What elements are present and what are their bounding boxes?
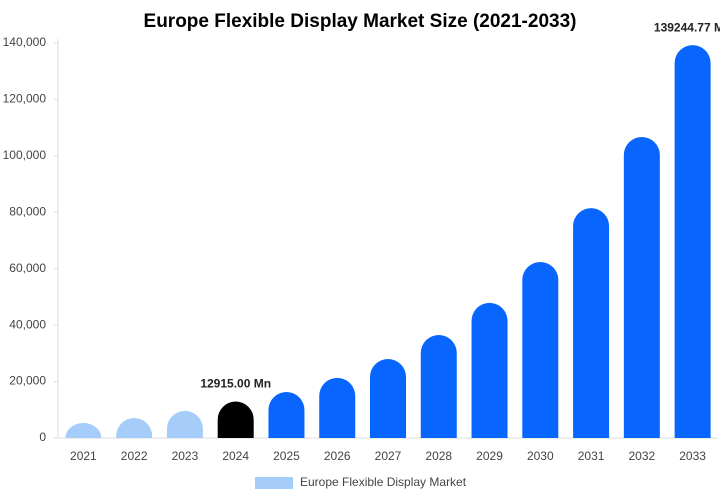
x-tick-label: 2027 bbox=[375, 449, 402, 463]
x-tick-label: 2032 bbox=[628, 449, 655, 463]
y-tick-label: 0 bbox=[39, 430, 46, 444]
x-tick-label: 2023 bbox=[172, 449, 199, 463]
bar bbox=[370, 359, 406, 438]
chart-title: Europe Flexible Display Market Size (202… bbox=[144, 11, 577, 32]
legend-swatch bbox=[255, 477, 293, 489]
y-tick-label: 120,000 bbox=[3, 92, 47, 106]
x-tick-label: 2029 bbox=[476, 449, 503, 463]
bar bbox=[166, 410, 203, 438]
y-tick-label: 140,000 bbox=[3, 35, 47, 49]
bar bbox=[471, 302, 508, 438]
bar bbox=[522, 261, 559, 438]
y-tick-label: 40,000 bbox=[9, 317, 46, 331]
bar bbox=[573, 208, 610, 438]
x-tick-label: 2022 bbox=[121, 449, 148, 463]
bar bbox=[217, 401, 254, 438]
x-tick-label: 2021 bbox=[70, 449, 97, 463]
y-tick-label: 60,000 bbox=[9, 261, 46, 275]
value-label: 139244.77 Mn bbox=[654, 20, 720, 34]
x-tick-label: 2026 bbox=[324, 449, 351, 463]
y-tick-label: 100,000 bbox=[3, 148, 47, 162]
x-tick-label: 2025 bbox=[273, 449, 300, 463]
x-tick-label: 2033 bbox=[679, 449, 706, 463]
bar bbox=[65, 423, 102, 438]
bar bbox=[420, 335, 457, 438]
x-tick-label: 2030 bbox=[527, 449, 554, 463]
y-tick-label: 80,000 bbox=[9, 204, 46, 218]
bar bbox=[319, 377, 356, 438]
y-tick-label: 20,000 bbox=[9, 374, 46, 388]
x-tick-label: 2031 bbox=[578, 449, 605, 463]
bar bbox=[116, 417, 153, 438]
x-tick-label: 2028 bbox=[425, 449, 452, 463]
bar bbox=[268, 392, 305, 438]
legend-label: Europe Flexible Display Market bbox=[300, 475, 467, 489]
x-tick-label: 2024 bbox=[222, 449, 249, 463]
value-label: 12915.00 Mn bbox=[200, 377, 271, 391]
bar bbox=[674, 45, 711, 438]
bar bbox=[623, 136, 660, 438]
